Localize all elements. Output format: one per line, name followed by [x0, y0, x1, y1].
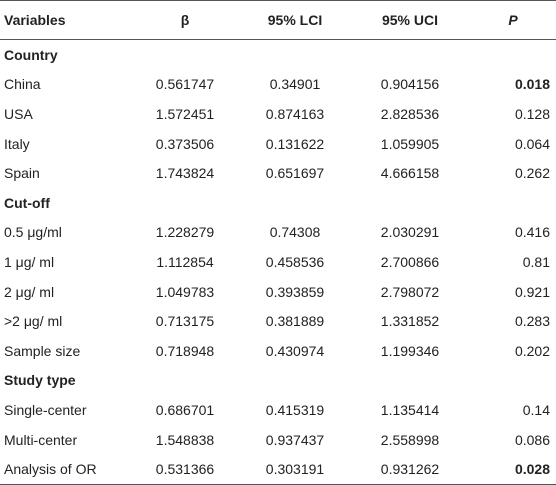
table-row: Single-center 0.686701 0.415319 1.135414 0.1…: [0, 395, 556, 425]
section-row: Cut-off: [0, 188, 556, 218]
lci-cell: 0.651697: [265, 165, 325, 182]
beta-cell: 0.561747: [155, 76, 215, 93]
p-value-cell: 0.283: [514, 313, 550, 330]
beta-cell: 1.743824: [155, 165, 215, 182]
lci-cell: 0.131622: [265, 135, 325, 152]
header-beta: β: [130, 0, 240, 40]
header-p: P: [470, 0, 556, 40]
section-title: Cut-off: [4, 194, 50, 211]
p-value-cell: 0.921: [514, 283, 550, 300]
uci-cell: 4.666158: [380, 165, 440, 182]
uci-cell: 2.030291: [380, 224, 440, 241]
row-label: 0.5 μg/ml: [4, 224, 62, 241]
beta-cell: 1.112854: [156, 253, 214, 270]
p-value-cell: 0.086: [514, 431, 550, 448]
lci-cell: 0.415319: [265, 401, 325, 418]
row-label: Single-center: [4, 401, 87, 418]
table-row: Analysis of OR 0.531366 0.303191 0.931262 0.…: [0, 454, 556, 485]
p-value-cell: 0.202: [514, 342, 550, 359]
header-variables: Variables: [0, 0, 130, 40]
beta-cell: 1.049783: [155, 283, 215, 300]
beta-cell: 0.686701: [155, 401, 215, 418]
p-value-cell: 0.14: [522, 401, 550, 418]
table-row: China 0.561747 0.34901 0.904156 0.018: [0, 70, 556, 100]
uci-cell: 1.199346: [380, 342, 440, 359]
uci-cell: 0.931262: [350, 454, 470, 485]
section-row: Study type: [0, 366, 556, 396]
row-label: 2 μg/ ml: [4, 283, 55, 300]
lci-cell: 0.74308: [269, 224, 321, 241]
table-row: USA 1.572451 0.874163 2.828536 0.128: [0, 99, 556, 129]
beta-cell: 1.228279: [155, 224, 215, 241]
p-value-cell: 0.064: [514, 135, 550, 152]
uci-cell: 2.798072: [380, 283, 440, 300]
beta-cell: 0.713175: [155, 313, 215, 330]
p-value-cell: 0.028: [470, 454, 556, 485]
lci-cell: 0.430974: [265, 342, 325, 359]
section-row: Country: [0, 40, 556, 70]
beta-cell: 0.531366: [130, 454, 240, 485]
beta-cell: 1.572451: [155, 105, 215, 122]
p-value-cell: 0.81: [522, 253, 550, 270]
row-label: Multi-center: [4, 431, 78, 448]
section-title: Country: [4, 46, 58, 63]
table-row: 0.5 μg/ml 1.228279 0.74308 2.030291 0.416: [0, 218, 556, 248]
lci-cell: 0.393859: [265, 283, 325, 300]
row-label: China: [4, 76, 41, 93]
table-row: Italy 0.373506 0.131622 1.059905 0.064: [0, 129, 556, 159]
lci-cell: 0.303191: [240, 454, 350, 485]
table-row: >2 μg/ ml 0.713175 0.381889 1.331852 0.283: [0, 306, 556, 336]
uci-cell: 2.700866: [380, 253, 440, 270]
table-row: Multi-center 1.548838 0.937437 2.558998 0.08…: [0, 425, 556, 455]
beta-cell: 0.718948: [155, 342, 215, 359]
beta-cell: 1.548838: [155, 431, 215, 448]
lci-cell: 0.937437: [265, 431, 325, 448]
lci-cell: 0.34901: [269, 76, 321, 93]
beta-cell: 0.373506: [155, 135, 215, 152]
table-row: Sample size 0.718948 0.430974 1.199346 0.202: [0, 336, 556, 366]
row-label: >2 μg/ ml: [4, 313, 63, 330]
p-value-cell: 0.128: [514, 105, 550, 122]
p-value-cell: 0.018: [514, 76, 550, 93]
table-body: Country China 0.561747 0.34901 0.904156 0.018…: [0, 40, 556, 485]
section-title: Study type: [4, 372, 76, 389]
header-lci: 95% LCI: [240, 0, 350, 40]
uci-cell: 2.558998: [380, 431, 440, 448]
uci-cell: 1.135414: [380, 401, 440, 418]
uci-cell: 0.904156: [380, 76, 440, 93]
table-row: 1 μg/ ml 1.112854 0.458536 2.700866 0.81: [0, 247, 556, 277]
uci-cell: 2.828536: [380, 105, 440, 122]
p-value-cell: 0.416: [514, 224, 550, 241]
lci-cell: 0.874163: [265, 105, 325, 122]
row-label: Spain: [4, 165, 40, 182]
row-label: USA: [4, 105, 33, 122]
header-row: Variables β 95% LCI 95% UCI P: [0, 0, 556, 40]
table-row: 2 μg/ ml 1.049783 0.393859 2.798072 0.921: [0, 277, 556, 307]
row-label: Sample size: [4, 342, 81, 359]
row-label: 1 μg/ ml: [4, 253, 55, 270]
p-value-cell: 0.262: [514, 165, 550, 182]
row-label: Italy: [4, 135, 30, 152]
row-label: Analysis of OR: [0, 454, 130, 485]
lci-cell: 0.381889: [265, 313, 325, 330]
uci-cell: 1.059905: [380, 135, 440, 152]
header-uci: 95% UCI: [350, 0, 470, 40]
uci-cell: 1.331852: [380, 313, 440, 330]
lci-cell: 0.458536: [265, 253, 325, 270]
table-row: Spain 1.743824 0.651697 4.666158 0.262: [0, 158, 556, 188]
